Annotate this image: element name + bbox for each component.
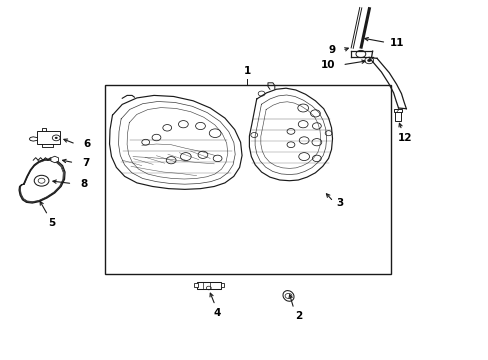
Text: 9: 9 [327, 45, 335, 55]
Text: 2: 2 [294, 311, 301, 321]
Text: 8: 8 [80, 179, 87, 189]
Circle shape [366, 59, 370, 62]
Text: 6: 6 [83, 139, 91, 149]
Text: 12: 12 [397, 133, 411, 143]
Text: 1: 1 [243, 66, 250, 76]
Text: 7: 7 [82, 158, 89, 168]
Circle shape [55, 137, 58, 139]
Bar [394, 111, 400, 121]
Text: 11: 11 [389, 38, 404, 48]
Text: 5: 5 [48, 218, 55, 228]
Bar [196, 282, 221, 289]
Bar [193, 283, 197, 287]
Text: 3: 3 [336, 198, 343, 208]
Bar [220, 283, 224, 287]
Bar [37, 131, 60, 144]
Text: 4: 4 [213, 308, 221, 318]
Bar [393, 109, 402, 112]
Text: 10: 10 [320, 60, 334, 70]
Bar [105, 85, 390, 274]
